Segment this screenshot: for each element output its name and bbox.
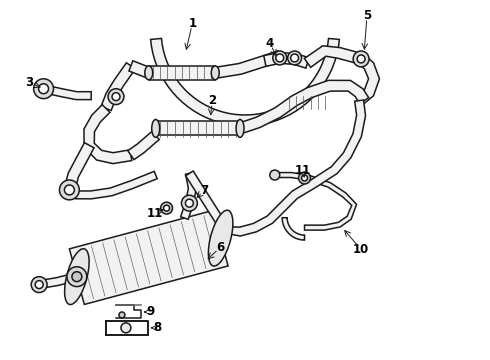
Polygon shape <box>64 143 94 191</box>
Text: 7: 7 <box>200 184 208 197</box>
Polygon shape <box>282 218 305 240</box>
Circle shape <box>39 84 49 94</box>
Circle shape <box>108 89 124 105</box>
Polygon shape <box>39 273 78 288</box>
Circle shape <box>35 281 43 289</box>
Polygon shape <box>128 131 159 160</box>
Circle shape <box>181 195 197 211</box>
Polygon shape <box>149 66 215 80</box>
Polygon shape <box>181 172 196 219</box>
Ellipse shape <box>236 120 244 137</box>
Ellipse shape <box>208 210 233 266</box>
Text: 11: 11 <box>147 207 163 220</box>
Circle shape <box>288 51 301 65</box>
Ellipse shape <box>145 66 153 80</box>
Circle shape <box>67 188 72 192</box>
Circle shape <box>165 207 168 210</box>
Text: 2: 2 <box>208 94 216 107</box>
Circle shape <box>112 93 120 100</box>
Text: 10: 10 <box>353 243 369 256</box>
Circle shape <box>273 51 287 65</box>
Circle shape <box>31 276 47 293</box>
Circle shape <box>185 199 194 207</box>
Polygon shape <box>186 100 366 236</box>
Circle shape <box>357 55 365 63</box>
Polygon shape <box>84 105 132 164</box>
Text: 6: 6 <box>216 241 224 254</box>
Circle shape <box>64 185 74 195</box>
Circle shape <box>353 51 369 67</box>
Polygon shape <box>304 46 363 67</box>
Text: 4: 4 <box>266 37 274 50</box>
Polygon shape <box>101 63 135 111</box>
Circle shape <box>41 86 46 91</box>
Circle shape <box>72 272 82 282</box>
Circle shape <box>34 79 53 99</box>
Polygon shape <box>150 39 340 126</box>
Ellipse shape <box>211 66 219 80</box>
Circle shape <box>276 54 284 62</box>
Polygon shape <box>264 53 309 68</box>
Polygon shape <box>272 172 357 230</box>
Polygon shape <box>43 85 91 100</box>
Polygon shape <box>70 210 228 305</box>
Circle shape <box>270 170 280 180</box>
Text: 5: 5 <box>363 9 371 22</box>
Circle shape <box>301 175 308 181</box>
Polygon shape <box>238 80 368 134</box>
Text: 9: 9 <box>147 306 155 319</box>
Circle shape <box>164 205 170 211</box>
Polygon shape <box>67 171 157 199</box>
Circle shape <box>161 202 172 214</box>
Circle shape <box>67 267 87 287</box>
Text: 3: 3 <box>25 76 34 89</box>
Circle shape <box>303 176 306 180</box>
Circle shape <box>291 54 298 62</box>
Text: 11: 11 <box>294 163 311 176</box>
Polygon shape <box>156 121 240 135</box>
Polygon shape <box>356 55 379 105</box>
Circle shape <box>59 180 79 200</box>
Circle shape <box>119 312 125 318</box>
Polygon shape <box>129 61 151 78</box>
Text: 8: 8 <box>153 321 162 334</box>
Ellipse shape <box>65 249 89 305</box>
Circle shape <box>121 323 131 333</box>
Circle shape <box>298 172 311 184</box>
Ellipse shape <box>152 120 160 137</box>
Polygon shape <box>214 51 281 78</box>
Text: 1: 1 <box>188 17 196 30</box>
